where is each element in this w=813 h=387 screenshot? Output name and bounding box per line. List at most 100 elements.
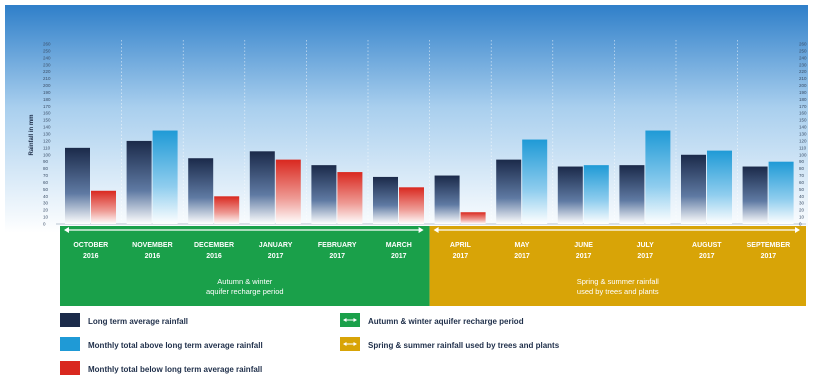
month-label: MAY — [515, 242, 530, 249]
month-year-label: 2016 — [83, 253, 99, 260]
y-tick-label-left: 170 — [43, 104, 51, 109]
y-tick-label-left: 30 — [43, 201, 49, 206]
y-tick-label-right: 170 — [799, 104, 807, 109]
legend-arrow-right-icon — [353, 318, 357, 322]
y-tick-label-right: 70 — [799, 173, 805, 178]
month-label: DECEMBER — [194, 242, 234, 249]
period-caption: Spring & summer rainfall — [577, 277, 659, 286]
month-year-label: 2017 — [576, 253, 592, 260]
long-term-average-bar — [188, 158, 214, 224]
y-axis-label: Rainfall in mm — [29, 114, 35, 155]
y-tick-label-left: 230 — [43, 62, 51, 67]
legend-swatch-long-term — [60, 313, 80, 327]
monthly-total-below-bar — [91, 190, 116, 224]
y-tick-label-right: 150 — [799, 118, 807, 123]
y-tick-label-right: 190 — [799, 90, 807, 95]
period-arrow-left-icon — [64, 227, 69, 233]
long-term-average-bar — [557, 166, 583, 224]
y-tick-label-left: 250 — [43, 48, 51, 53]
y-tick-label-right: 250 — [799, 48, 807, 53]
y-tick-label-left: 20 — [43, 208, 49, 213]
legend-label-below: Monthly total below long term average ra… — [88, 365, 262, 374]
period-caption: aquifer recharge period — [206, 287, 284, 296]
long-term-average-bar — [373, 176, 398, 224]
y-tick-label-right: 30 — [799, 201, 805, 206]
y-tick-label-right: 160 — [799, 111, 807, 116]
monthly-total-below-bar — [460, 212, 486, 224]
y-tick-label-right: 40 — [799, 194, 805, 199]
legend-label-autumn: Autumn & winter aquifer recharge period — [368, 317, 524, 326]
month-label: JANUARY — [259, 242, 293, 249]
y-tick-label-left: 200 — [43, 83, 51, 88]
month-label: NOVEMBER — [132, 242, 172, 249]
y-tick-label-left: 160 — [43, 111, 51, 116]
y-tick-label-right: 80 — [799, 166, 805, 171]
y-tick-label-right: 130 — [799, 132, 807, 137]
monthly-total-above-bar — [152, 130, 178, 224]
y-tick-label-right: 120 — [799, 138, 807, 143]
month-year-label: 2017 — [268, 253, 284, 260]
y-tick-label-right: 230 — [799, 62, 807, 67]
long-term-average-bar — [434, 175, 460, 224]
y-tick-label-left: 70 — [43, 173, 49, 178]
period-arrow-left-icon — [433, 227, 439, 233]
y-tick-label-right: 260 — [799, 42, 807, 47]
legend-swatch-above — [60, 337, 80, 351]
y-tick-label-left: 240 — [43, 55, 51, 60]
monthly-total-above-bar — [768, 161, 794, 224]
y-tick-label-left: 210 — [43, 76, 51, 81]
y-tick-label-right: 240 — [799, 55, 807, 60]
month-year-label: 2017 — [391, 253, 407, 260]
y-tick-label-left: 180 — [43, 97, 51, 102]
y-tick-label-left: 150 — [43, 118, 51, 123]
autumn-recharge-band — [60, 226, 430, 306]
month-label: AUGUST — [692, 242, 722, 249]
long-term-average-bar — [681, 154, 706, 224]
month-year-label: 2016 — [206, 253, 222, 260]
spring-summer-band — [429, 226, 806, 306]
month-label: FEBRUARY — [318, 242, 357, 249]
y-tick-label-right: 50 — [799, 187, 805, 192]
y-tick-label-left: 100 — [43, 152, 51, 157]
y-tick-label-left: 110 — [43, 145, 51, 150]
y-tick-label-right: 200 — [799, 83, 807, 88]
month-year-label: 2017 — [514, 253, 530, 260]
y-tick-label-left: 260 — [43, 42, 51, 47]
month-year-label: 2016 — [145, 253, 161, 260]
period-caption: used by trees and plants — [577, 287, 659, 296]
long-term-average-bar — [249, 151, 275, 224]
legend-label-above: Monthly total above long term average ra… — [88, 341, 263, 350]
y-tick-label-left: 220 — [43, 69, 51, 74]
long-term-average-bar — [65, 147, 90, 224]
y-tick-label-right: 140 — [799, 125, 807, 130]
monthly-total-below-bar — [214, 196, 240, 224]
period-arrow-right-icon — [418, 227, 424, 233]
y-tick-label-left: 0 — [43, 222, 46, 227]
period-arrow-right-icon — [795, 227, 800, 233]
y-tick-label-left: 190 — [43, 90, 51, 95]
legend-arrow-left-icon — [343, 342, 347, 346]
legend-arrow-left-icon — [343, 318, 347, 322]
month-label: JULY — [637, 242, 655, 249]
long-term-average-bar — [311, 165, 337, 224]
y-tick-label-right: 110 — [799, 145, 807, 150]
monthly-total-above-bar — [583, 165, 609, 224]
y-tick-label-left: 140 — [43, 125, 51, 130]
long-term-average-bar — [496, 159, 522, 224]
legend-label-long-term: Long term average rainfall — [88, 317, 188, 326]
monthly-total-above-bar — [707, 150, 732, 224]
monthly-total-above-bar — [522, 139, 548, 224]
y-tick-label-right: 210 — [799, 76, 807, 81]
monthly-total-above-bar — [645, 130, 671, 224]
y-tick-label-left: 40 — [43, 194, 49, 199]
y-tick-label-right: 220 — [799, 69, 807, 74]
y-tick-label-left: 50 — [43, 187, 49, 192]
legend-arrow-right-icon — [353, 342, 357, 346]
y-tick-label-right: 60 — [799, 180, 805, 185]
y-tick-label-left: 90 — [43, 159, 49, 164]
y-tick-label-left: 130 — [43, 132, 51, 137]
y-tick-label-left: 80 — [43, 166, 49, 171]
long-term-average-bar — [742, 166, 768, 224]
